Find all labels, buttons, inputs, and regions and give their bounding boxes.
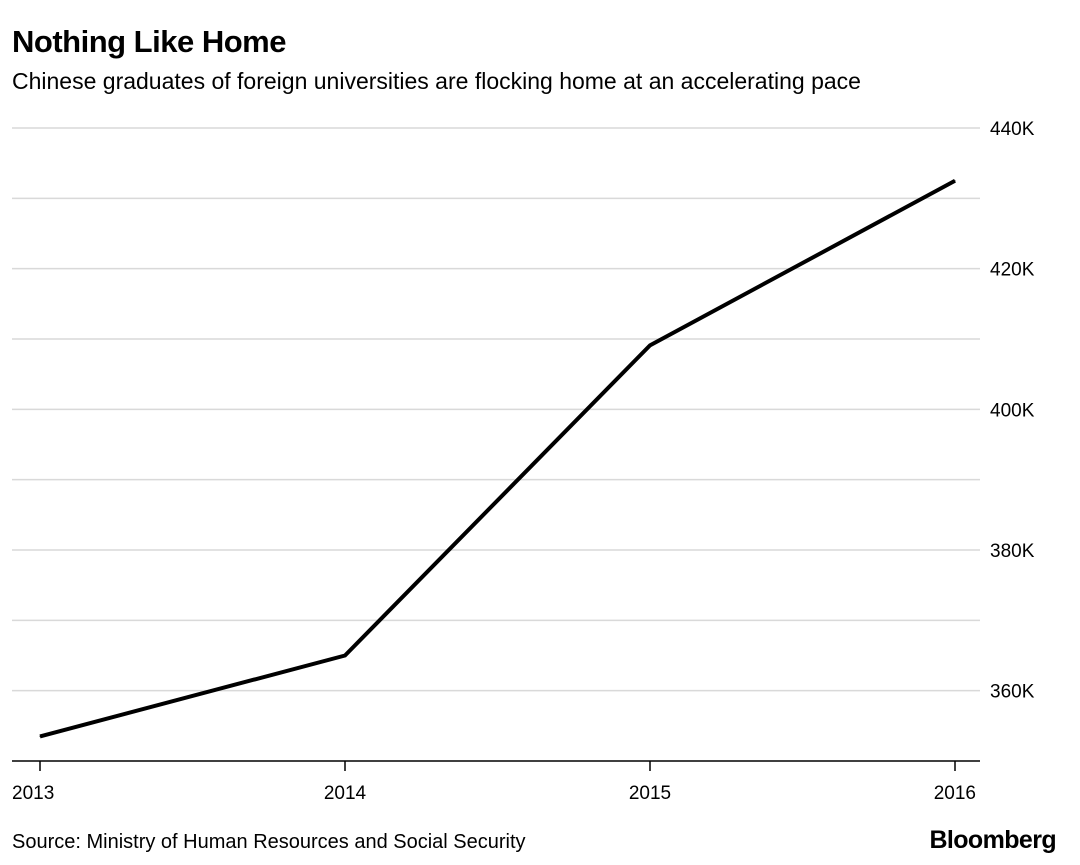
y-tick-label-2: 400K — [990, 400, 1035, 421]
chart-title: Nothing Like Home — [12, 24, 286, 59]
y-tick-label-3: 420K — [990, 260, 1035, 281]
data-point-2014 — [344, 655, 346, 656]
x-axis: 2013 2014 2015 2016 — [12, 760, 980, 804]
y-tick-label-0: 360K — [990, 682, 1035, 703]
source-note: Source: Ministry of Human Resources and … — [12, 831, 526, 853]
bloomberg-logo: Bloomberg — [929, 826, 1056, 854]
gridlines — [12, 127, 980, 692]
x-tick-label-2013: 2013 — [12, 783, 54, 804]
y-tick-label-1: 380K — [990, 541, 1035, 562]
y-tick-label-4: 440K — [990, 119, 1035, 140]
x-tick-label-2016: 2016 — [934, 783, 976, 804]
chart-subtitle: Chinese graduates of foreign universitie… — [12, 68, 861, 94]
data-point-2013 — [39, 735, 41, 737]
x-tick-label-2014: 2014 — [324, 783, 367, 804]
data-point-2015 — [649, 344, 651, 346]
y-axis-ticks: 360K 380K 400K 420K 440K — [990, 119, 1035, 703]
series-line-0 — [39, 178, 956, 739]
data-point-2016 — [954, 180, 956, 182]
x-tick-label-2015: 2015 — [629, 783, 671, 804]
series-group — [39, 178, 956, 739]
